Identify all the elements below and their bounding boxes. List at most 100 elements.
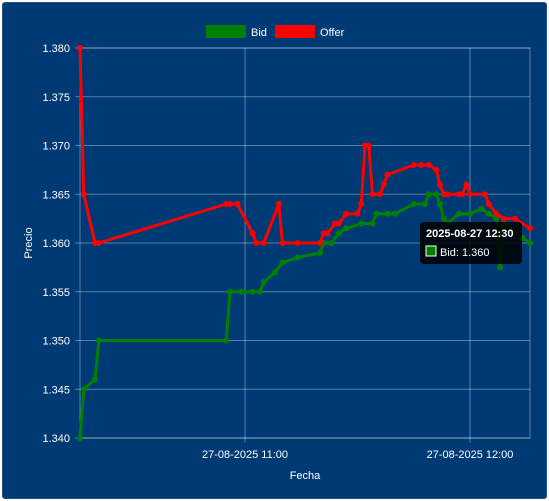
bid-series-line xyxy=(78,192,532,440)
bid-data-point xyxy=(433,191,440,198)
offer-data-point xyxy=(317,240,323,246)
bid-data-point xyxy=(343,225,350,232)
legend-bid-swatch[interactable] xyxy=(206,25,246,38)
legend-bid-label[interactable]: Bid xyxy=(251,27,267,39)
offer-data-point xyxy=(380,181,387,188)
offer-data-point xyxy=(77,45,83,51)
tooltip-box xyxy=(420,222,522,264)
offer-data-point xyxy=(294,240,301,246)
bid-data-point xyxy=(328,240,335,246)
offer-data-point xyxy=(485,201,492,207)
y-tick-label: 1.370 xyxy=(42,141,70,153)
x-tick-label: 27-08-2025 12:00 xyxy=(427,449,514,461)
bid-data-point xyxy=(485,210,492,217)
y-tick-label: 1.360 xyxy=(42,238,70,250)
offer-data-point xyxy=(433,166,440,173)
bid-data-point xyxy=(77,435,83,441)
offer-data-point xyxy=(437,181,443,188)
bid-data-point xyxy=(227,288,233,295)
offer-data-point xyxy=(80,191,87,198)
y-axis-title: Precio xyxy=(23,227,35,258)
y-tick-label: 1.350 xyxy=(42,336,70,348)
x-tick-label: 27-08-2025 11:00 xyxy=(202,449,288,461)
bid-data-point xyxy=(95,337,102,344)
y-tick-label: 1.380 xyxy=(42,43,70,55)
offer-data-point xyxy=(358,201,365,207)
y-axis-ticks: 1.340 1.345 1.350 1.355 1.360 1.365 1.370 1.375… xyxy=(42,43,70,445)
y-tick-label: 1.365 xyxy=(42,189,70,201)
y-tick-label: 1.355 xyxy=(42,287,70,299)
bid-data-point xyxy=(478,205,485,212)
offer-data-point xyxy=(410,162,417,168)
offer-data-point xyxy=(279,240,286,246)
y-tick-label: 1.375 xyxy=(42,92,70,104)
bid-data-point xyxy=(437,201,443,207)
offer-data-point xyxy=(493,210,500,217)
bid-data-point xyxy=(249,288,256,295)
offer-data-point xyxy=(260,240,267,246)
offer-data-point xyxy=(425,162,432,168)
tooltip-swatch xyxy=(425,245,437,257)
bid-data-point xyxy=(279,259,286,266)
offer-data-point xyxy=(365,142,372,149)
tooltip: 2025-08-27 12:30 Bid: 1.360 xyxy=(420,222,522,264)
offer-data-point xyxy=(384,171,391,178)
offer-data-point xyxy=(95,240,102,246)
offer-data-point xyxy=(253,240,260,246)
offer-data-point xyxy=(234,201,241,207)
bid-data-point xyxy=(467,210,473,217)
bid-data-point xyxy=(497,264,503,271)
bid-data-point xyxy=(335,230,342,237)
x-axis-ticks: 27-08-2025 11:00 27-08-2025 12:00 xyxy=(202,449,513,461)
offer-data-point xyxy=(527,225,533,232)
offer-data-point xyxy=(418,162,425,168)
offer-data-point xyxy=(335,220,342,227)
offer-data-point xyxy=(377,191,383,198)
legend-offer-label[interactable]: Offer xyxy=(320,27,345,39)
bid-data-point xyxy=(80,386,87,393)
bid-data-point xyxy=(455,210,462,217)
legend: Bid Offer xyxy=(206,25,345,39)
offer-data-point xyxy=(459,191,466,198)
series-layer xyxy=(77,45,533,441)
bid-data-point xyxy=(223,337,230,344)
y-tick-label: 1.345 xyxy=(42,384,70,396)
bid-data-point xyxy=(317,249,323,256)
offer-data-point xyxy=(463,181,470,188)
tooltip-label: Bid: 1.360 xyxy=(440,247,490,259)
bid-data-point xyxy=(257,288,263,295)
y-tick-label: 1.340 xyxy=(42,433,70,445)
offer-data-point xyxy=(500,215,507,222)
tooltip-title: 2025-08-27 12:30 xyxy=(426,228,513,240)
x-axis-title: Fecha xyxy=(290,470,321,482)
offer-data-point xyxy=(467,191,473,198)
bid-data-point xyxy=(260,279,267,285)
bid-data-point xyxy=(272,269,278,276)
offer-data-point xyxy=(249,230,256,237)
bid-data-point xyxy=(425,191,432,198)
offer-data-point xyxy=(324,230,331,237)
bid-data-point xyxy=(493,215,500,222)
offer-data-point xyxy=(482,191,488,198)
bid-data-point xyxy=(392,210,398,217)
bid-data-point xyxy=(410,201,417,207)
bid-data-point xyxy=(527,240,533,246)
bid-data-point xyxy=(384,210,391,217)
offer-data-point xyxy=(354,210,361,217)
bid-data-point xyxy=(92,376,98,383)
bid-data-point xyxy=(294,254,301,261)
offer-data-point xyxy=(275,201,282,207)
offer-data-point xyxy=(227,201,233,207)
legend-offer-swatch[interactable] xyxy=(275,25,315,38)
offer-data-point xyxy=(512,215,518,222)
bid-data-point xyxy=(440,215,447,222)
bid-data-point xyxy=(422,201,428,207)
offer-data-point xyxy=(369,191,376,198)
bid-data-point xyxy=(238,288,245,295)
offer-data-point xyxy=(343,210,350,217)
bid-data-point xyxy=(373,210,380,217)
bid-data-point xyxy=(369,220,376,227)
bid-data-point xyxy=(358,220,365,227)
offer-data-point xyxy=(444,191,451,198)
